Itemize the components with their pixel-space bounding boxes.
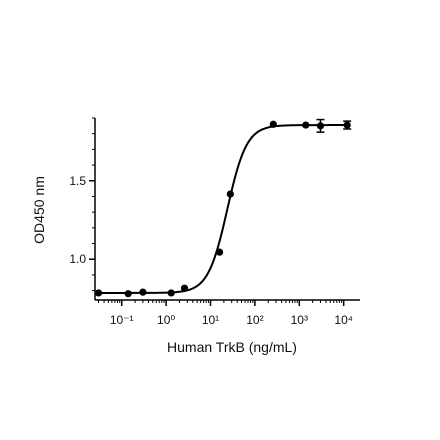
data-point: [215, 248, 224, 256]
data-point: [94, 289, 103, 297]
data-point: [343, 121, 351, 129]
x-tick-label: 10³: [291, 313, 308, 327]
y-tick-label: 1.0: [69, 252, 86, 266]
data-point: [139, 288, 147, 296]
x-tick-label: 10⁴: [334, 313, 353, 327]
data-point: [226, 190, 234, 198]
y-axis-label: OD450 nm: [31, 176, 47, 244]
fit-curve: [98, 124, 348, 294]
x-tick-label: 10⁰: [157, 313, 175, 327]
data-point: [316, 122, 325, 130]
data-point: [124, 290, 132, 298]
x-axis: 10⁻¹ 10⁰ 10¹ 10² 10³ 10⁴: [95, 299, 360, 327]
data-point: [167, 289, 175, 297]
x-tick-label: 10²: [246, 313, 263, 327]
x-tick-label: 10¹: [202, 313, 219, 327]
y-axis: 1.0 1.5: [69, 117, 96, 300]
data-points: [94, 118, 352, 298]
y-tick-label: 1.5: [69, 174, 86, 188]
x-axis-label: Human TrkB (ng/mL): [167, 339, 297, 355]
data-point: [180, 284, 189, 292]
data-point: [302, 121, 310, 129]
x-tick-label: 10⁻¹: [110, 313, 134, 327]
data-point: [269, 120, 277, 128]
